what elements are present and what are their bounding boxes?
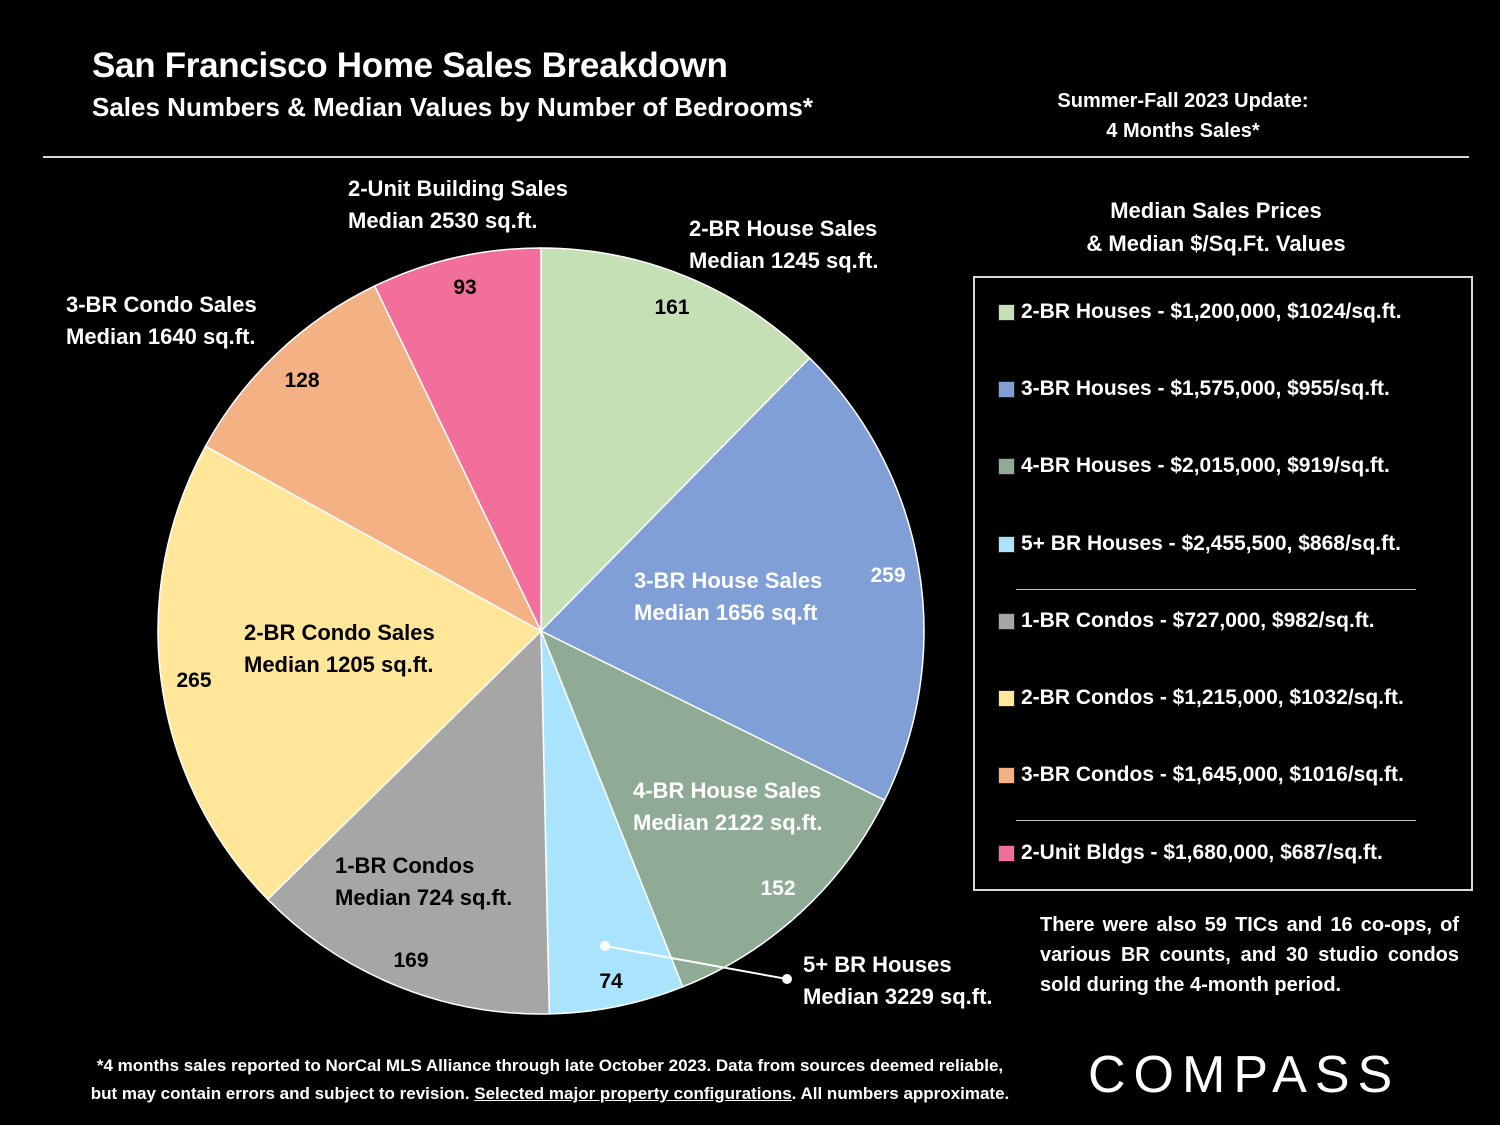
category-label-2br-condo-median: Median 1205 sq.ft. [244,652,434,677]
legend-item-2br-houses: 2-BR Houses - $1,200,000, $1024/sq.ft. [998,300,1402,324]
legend-swatch [998,380,1015,398]
footnote-text-end: . All numbers approximate. [791,1084,1010,1103]
category-label-2br-house-median: Median 1245 sq.ft. [689,248,879,273]
legend-swatch [998,303,1015,321]
data-label-3br-condo: 128 [284,369,319,392]
category-label-4br-house-name: 4-BR House Sales [633,778,821,803]
category-label-1br-condo-name: 1-BR Condos [335,853,474,878]
legend-title: Median Sales Prices & Median $/Sq.Ft. Va… [1000,194,1432,260]
chart-subtitle: Sales Numbers & Median Values by Number … [92,92,813,122]
legend-separator [1016,589,1416,590]
leader-dot-end [782,974,792,984]
leader-dot-start [600,941,610,951]
header-divider [43,156,1469,158]
legend-label: 5+ BR Houses - $2,455,500, $868/sq.ft. [1021,532,1401,555]
category-label-2unit-bldg-name: 2-Unit Building Sales [348,176,568,201]
category-label-3br-condo-median: Median 1640 sq.ft. [66,324,256,349]
legend-item-2unit-bldgs: 2-Unit Bldgs - $1,680,000, $687/sq.ft. [998,841,1383,865]
legend-label: 2-Unit Bldgs - $1,680,000, $687/sq.ft. [1021,841,1383,864]
legend-label: 2-BR Houses - $1,200,000, $1024/sq.ft. [1021,300,1402,323]
category-label-5br-house-name: 5+ BR Houses [803,952,952,977]
update-line-1: Summer-Fall 2023 Update: [1057,90,1309,112]
additional-sales-note: There were also 59 TICs and 16 co-ops, o… [1040,914,1459,996]
footnote-link[interactable]: Selected major property configurations [474,1084,792,1103]
legend-label: 3-BR Houses - $1,575,000, $955/sq.ft. [1021,377,1390,400]
legend-swatch [998,535,1015,553]
pie-slice-4br-house [539,629,886,988]
category-label-2br-condo-name: 2-BR Condo Sales [244,620,435,645]
footnote-line-1: *4 months sales reported to NorCal MLS A… [96,1056,1004,1075]
legend-separator [1016,820,1416,821]
legend-item-5br-houses: 5+ BR Houses - $2,455,500, $868/sq.ft. [998,532,1401,556]
legend-item-3br-houses: 3-BR Houses - $1,575,000, $955/sq.ft. [998,377,1390,401]
data-label-5br-house: 74 [599,970,623,993]
category-label-3br-house-median: Median 1656 sq.ft [634,600,818,625]
update-note: Summer-Fall 2023 Update: 4 Months Sales* [1000,86,1366,146]
legend-swatch [998,689,1015,707]
legend-swatch [998,457,1015,475]
legend-box [973,276,1473,891]
update-line-2: 4 Months Sales* [1106,120,1260,142]
compass-logo: COMPASS [1088,1046,1401,1104]
category-label-3br-house-name: 3-BR House Sales [634,568,822,593]
legend-item-3br-condos: 3-BR Condos - $1,645,000, $1016/sq.ft. [998,763,1404,787]
pie-slice-5br-house [540,630,684,1015]
category-label-2br-house-name: 2-BR House Sales [689,216,877,241]
legend-label: 2-BR Condos - $1,215,000, $1032/sq.ft. [1021,686,1404,709]
pie-slice-3br-house [539,357,925,802]
legend-label: 1-BR Condos - $727,000, $982/sq.ft. [1021,609,1375,632]
legend-item-1br-condos: 1-BR Condos - $727,000, $982/sq.ft. [998,609,1375,633]
category-label-1br-condo-median: Median 724 sq.ft. [335,885,512,910]
category-label-4br-house-median: Median 2122 sq.ft. [633,810,823,835]
footnote-text: but may contain errors and subject to re… [90,1084,475,1103]
category-label-3br-condo-name: 3-BR Condo Sales [66,292,257,317]
data-label-2unit-bldg: 93 [453,276,476,299]
legend-swatch [998,766,1015,784]
data-label-2br-condo: 265 [176,669,211,692]
data-label-2br-house: 161 [654,296,689,319]
legend-swatch [998,612,1015,630]
pie-slice-2br-house [540,247,811,633]
data-label-3br-house: 259 [870,564,905,587]
leader-line-5br-house [604,945,788,980]
category-label-5br-house-median: Median 3229 sq.ft. [803,984,993,1009]
legend-item-2br-condos: 2-BR Condos - $1,215,000, $1032/sq.ft. [998,686,1404,710]
data-label-4br-house: 152 [760,877,795,900]
legend-swatch [998,844,1015,862]
data-label-1br-condo: 169 [393,949,428,972]
legend-title-line-2: & Median $/Sq.Ft. Values [1086,231,1346,256]
category-label-2unit-bldg-median: Median 2530 sq.ft. [348,208,538,233]
legend-title-line-1: Median Sales Prices [1110,198,1322,223]
footnote: *4 months sales reported to NorCal MLS A… [30,1052,1070,1108]
chart-title: San Francisco Home Sales Breakdown [92,46,728,85]
pie-slice-3br-condo [204,284,543,633]
legend-item-4br-houses: 4-BR Houses - $2,015,000, $919/sq.ft. [998,454,1390,478]
footnote-line-2: but may contain errors and subject to re… [30,1080,1070,1108]
legend-label: 4-BR Houses - $2,015,000, $919/sq.ft. [1021,454,1390,477]
pie-slice-1br-condo [266,629,551,1015]
pie-slice-2br-condo [157,445,543,901]
pie-slice-2unit-bldg [373,247,542,632]
legend-label: 3-BR Condos - $1,645,000, $1016/sq.ft. [1021,763,1404,786]
